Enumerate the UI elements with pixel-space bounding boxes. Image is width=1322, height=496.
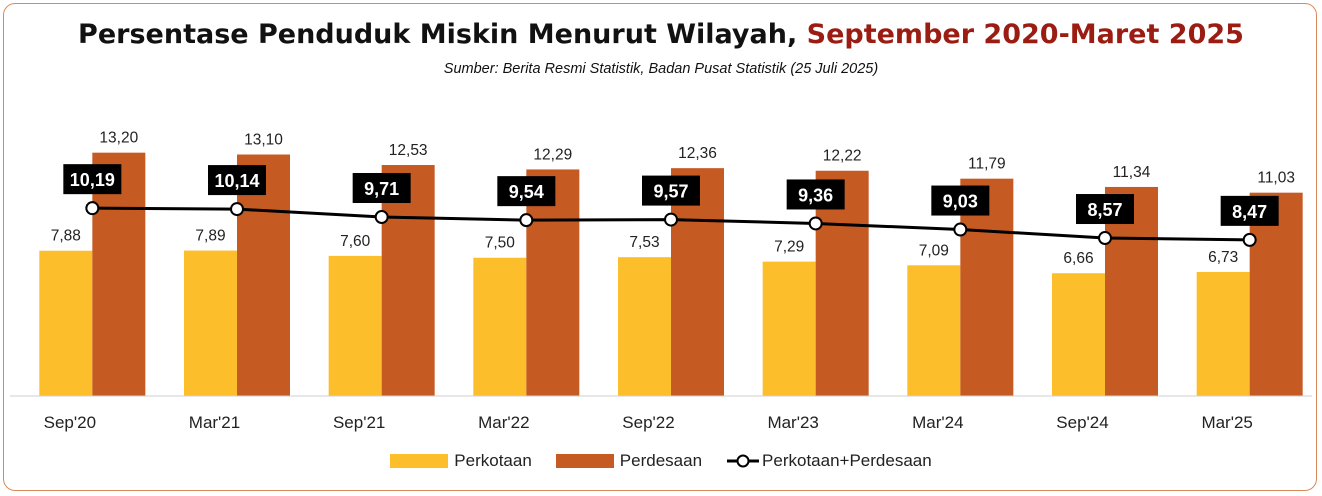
- line-point-total: [374, 210, 389, 225]
- line-label-box: [208, 165, 266, 196]
- line-point-total: [953, 222, 968, 237]
- legend-item-total: Perkotaan+Perdesaan: [726, 451, 932, 471]
- data-label-perdesaan: 11,34: [1113, 164, 1151, 181]
- line-label-box: [642, 175, 700, 206]
- legend-item-perdesaan: Perdesaan: [555, 451, 703, 471]
- data-label-perdesaan: 12,29: [533, 146, 572, 163]
- line-point-total: [808, 216, 823, 231]
- line-label-box: [352, 173, 411, 204]
- x-tick-label: Sep'20: [44, 413, 96, 432]
- line-point-total: [664, 212, 678, 227]
- chart-frame: [3, 3, 1317, 491]
- line-label-box: [1220, 195, 1279, 226]
- x-tick-label: Mar'23: [767, 413, 818, 432]
- line-point-total: [230, 202, 244, 217]
- line-label-total: 10,19: [70, 170, 115, 190]
- bar-perdesaan: [526, 169, 580, 396]
- legend: Perkotaan Perdesaan Perkotaan+Perdesaan: [0, 451, 1322, 471]
- bar-perkotaan: [907, 265, 961, 396]
- line-point-total: [519, 213, 534, 228]
- data-label-perkotaan: 7,88: [51, 228, 81, 245]
- line-point-total: [1098, 231, 1112, 246]
- x-tick-label: Sep'22: [622, 413, 674, 432]
- bar-perdesaan: [381, 165, 435, 396]
- bar-perkotaan: [762, 261, 816, 396]
- data-label-perkotaan: 7,09: [919, 242, 949, 259]
- line-label-box: [63, 164, 122, 195]
- line-label-total: 9,36: [798, 185, 833, 205]
- line-label-total: 9,54: [509, 182, 544, 202]
- bar-perkotaan: [39, 250, 93, 396]
- bar-perkotaan: [1196, 271, 1250, 396]
- x-tick-label: Mar'25: [1201, 413, 1252, 432]
- line-point-total: [85, 201, 100, 216]
- data-label-perkotaan: 7,60: [340, 233, 371, 250]
- data-label-perdesaan: 11,03: [1257, 170, 1295, 187]
- data-label-perkotaan: 6,66: [1063, 250, 1093, 267]
- data-label-perdesaan: 12,53: [389, 142, 428, 159]
- legend-swatch-perdesaan: [555, 454, 614, 468]
- line-label-box: [497, 176, 556, 207]
- line-label-total: 8,47: [1232, 202, 1267, 222]
- data-label-perdesaan: 13,20: [99, 130, 138, 147]
- legend-line-marker: [727, 454, 760, 468]
- x-tick-label: Mar'24: [912, 413, 963, 432]
- data-label-perdesaan: 11,79: [968, 156, 1006, 173]
- x-tick-label: Sep'21: [333, 413, 385, 432]
- line-label-total: 8,57: [1087, 200, 1122, 220]
- x-tick-label: Mar'21: [189, 413, 240, 432]
- chart-title: Persentase Penduduk Miskin Menurut Wilay…: [0, 19, 1322, 50]
- line-label-box: [931, 185, 990, 216]
- legend-swatch-perkotaan: [390, 454, 449, 468]
- legend-item-perkotaan: Perkotaan: [390, 451, 532, 471]
- data-label-perdesaan: 12,36: [678, 145, 717, 162]
- chart-title-main: Persentase Penduduk Miskin Menurut Wilay…: [78, 19, 807, 50]
- x-tick-label: Sep'24: [1056, 413, 1108, 432]
- chart-subtitle: Sumber: Berita Resmi Statistik, Badan Pu…: [443, 61, 879, 77]
- x-tick-label: Mar'22: [478, 413, 529, 432]
- bar-perkotaan: [618, 257, 671, 396]
- data-label-perkotaan: 6,73: [1208, 249, 1238, 266]
- legend-label-perdesaan: Perdesaan: [619, 451, 703, 470]
- data-label-perkotaan: 7,53: [629, 234, 659, 251]
- data-label-perdesaan: 12,22: [823, 148, 862, 165]
- line-label-total: 9,71: [364, 179, 399, 199]
- data-label-perdesaan: 13,10: [244, 132, 283, 149]
- bar-perkotaan: [328, 255, 382, 396]
- data-label-perkotaan: 7,89: [195, 228, 225, 245]
- line-label-total: 9,03: [943, 192, 978, 212]
- line-label-box: [1076, 194, 1134, 225]
- data-label-perkotaan: 7,50: [485, 235, 516, 252]
- bar-perkotaan: [473, 257, 527, 396]
- line-label-total: 10,14: [214, 171, 259, 191]
- line-label-box: [786, 179, 845, 210]
- bar-perdesaan: [1249, 192, 1303, 396]
- chart-title-highlight: September 2020-Maret 2025: [806, 19, 1244, 50]
- line-label-total: 9,57: [653, 182, 688, 202]
- bar-perkotaan: [184, 250, 237, 396]
- legend-label-perkotaan: Perkotaan: [454, 451, 532, 470]
- bar-perdesaan: [671, 168, 724, 396]
- legend-label-total: Perkotaan+Perdesaan: [762, 451, 932, 470]
- bar-perkotaan: [1052, 273, 1105, 396]
- data-label-perkotaan: 7,29: [774, 239, 804, 256]
- line-point-total: [1242, 232, 1257, 247]
